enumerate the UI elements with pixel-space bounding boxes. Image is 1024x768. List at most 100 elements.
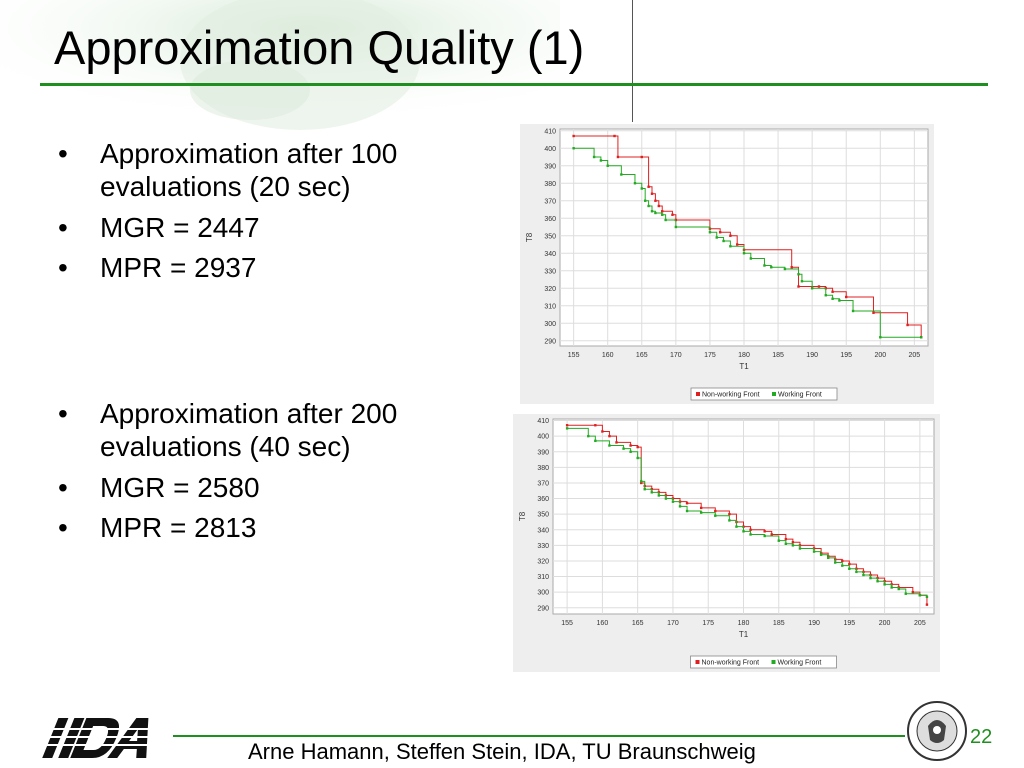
legend-label: Working Front: [778, 392, 822, 399]
data-point: [925, 595, 929, 599]
y-tick-label: 350: [537, 512, 549, 519]
data-point: [633, 182, 637, 185]
data-point: [654, 211, 657, 215]
legend-marker: [695, 660, 700, 664]
legend-label: Non-working Front: [702, 660, 760, 667]
y-tick-label: 360: [537, 496, 549, 503]
y-tick-label: 320: [537, 558, 549, 565]
x-tick-label: 170: [670, 352, 682, 359]
data-point: [876, 580, 879, 583]
bullet-text: Approximation after 100 evaluations (20 …: [100, 138, 398, 202]
x-tick-label: 185: [773, 620, 785, 627]
ida-logo: [38, 718, 162, 758]
data-point: [783, 267, 787, 271]
legend-box: [690, 387, 838, 401]
x-tick-label: 175: [702, 620, 714, 627]
data-point: [834, 561, 837, 564]
data-point: [629, 450, 632, 453]
x-tick-label: 190: [806, 352, 818, 359]
series-line: [573, 135, 922, 338]
data-point: [657, 204, 661, 208]
data-point: [657, 494, 661, 497]
footer-rule: [173, 735, 905, 737]
y-tick-label: 410: [544, 128, 556, 135]
data-point: [742, 252, 746, 255]
data-point: [572, 147, 575, 150]
bullet-list-top: • Approximation after 100 evaluations (20…: [58, 138, 490, 293]
legend-marker: [772, 392, 776, 396]
x-tick-label: 175: [704, 352, 716, 359]
data-point: [925, 603, 929, 606]
data-point: [790, 266, 793, 269]
y-tick-label: 370: [544, 198, 556, 205]
y-tick-label: 300: [544, 321, 556, 328]
data-point: [872, 311, 875, 314]
y-tick-label: 330: [544, 268, 556, 275]
data-point: [742, 530, 745, 533]
data-point: [722, 239, 725, 243]
x-axis-label: T1: [739, 630, 749, 639]
data-point: [749, 528, 752, 531]
data-point: [714, 514, 717, 517]
data-point: [851, 309, 855, 313]
y-tick-label: 290: [544, 338, 556, 345]
legend-box: [690, 655, 837, 669]
data-point: [862, 573, 865, 577]
footer-authors: Arne Hamann, Steffen Stein, IDA, TU Brau…: [248, 739, 756, 764]
data-point: [810, 287, 814, 290]
x-tick-label: 165: [632, 620, 644, 627]
data-point: [904, 592, 907, 595]
data-point: [592, 155, 596, 159]
x-tick-label: 180: [738, 620, 750, 627]
x-tick-label: 195: [843, 620, 855, 627]
data-point: [661, 213, 664, 216]
data-point: [565, 427, 569, 430]
y-tick-label: 380: [544, 181, 556, 188]
data-point: [841, 559, 844, 563]
data-point: [599, 159, 603, 162]
data-point: [812, 550, 816, 553]
data-point: [647, 185, 650, 188]
data-point: [608, 444, 611, 447]
legend-label: Non-working Front: [702, 392, 760, 399]
x-tick-label: 195: [840, 352, 852, 359]
bullet-list-bottom: • Approximation after 200 evaluations (40…: [58, 398, 490, 553]
data-point: [594, 424, 597, 427]
y-tick-label: 310: [537, 574, 549, 581]
data-point: [685, 502, 689, 505]
bullet-text: MPR = 2937: [100, 252, 257, 284]
data-point: [678, 505, 682, 508]
data-point: [608, 434, 611, 438]
data-point: [855, 570, 858, 574]
data-point: [819, 553, 823, 556]
data-point: [661, 210, 664, 213]
data-point: [636, 456, 639, 460]
data-point: [664, 218, 667, 222]
y-tick-label: 300: [537, 590, 549, 597]
university-seal-icon: [907, 701, 967, 761]
background-decoration: [0, 0, 560, 140]
bullet-item: • MPR = 2937: [58, 252, 257, 284]
data-point: [664, 497, 668, 500]
data-point: [594, 439, 597, 443]
title-underline: [40, 83, 988, 86]
data-point: [601, 430, 604, 433]
data-point: [911, 590, 915, 594]
bullet-item: • MGR = 2447: [58, 211, 260, 243]
data-point: [841, 564, 844, 567]
data-point: [718, 231, 722, 234]
x-tick-label: 190: [808, 620, 820, 627]
data-point: [639, 481, 643, 485]
x-tick-label: 155: [561, 620, 573, 627]
data-point: [777, 539, 780, 542]
data-point: [791, 544, 795, 547]
data-point: [879, 336, 882, 339]
x-tick-label: 200: [874, 352, 886, 359]
data-point: [763, 534, 766, 538]
y-tick-label: 290: [537, 605, 549, 612]
y-tick-label: 380: [537, 465, 549, 472]
data-point: [643, 199, 647, 202]
data-point: [613, 134, 616, 138]
data-point: [784, 537, 788, 541]
data-point: [906, 323, 909, 327]
